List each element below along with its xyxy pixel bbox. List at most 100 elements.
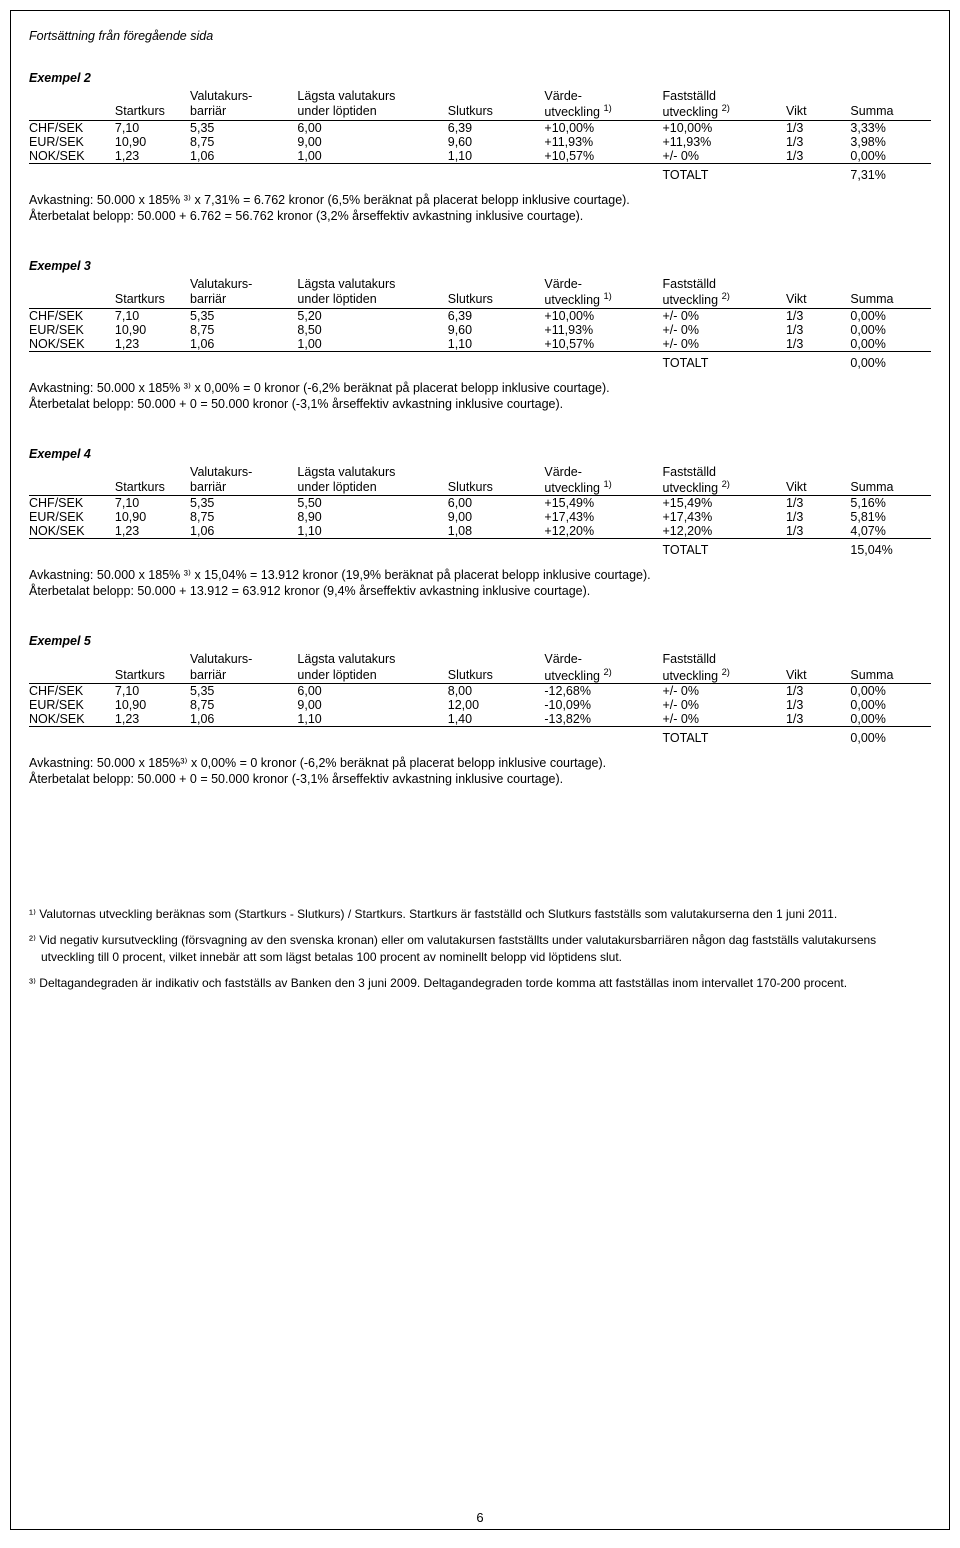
- table-cell: 9,00: [448, 510, 545, 524]
- table-cell: [190, 163, 297, 182]
- table-cell: 1,23: [115, 337, 190, 352]
- table-header-cell: Valutakurs-: [190, 89, 297, 103]
- table-cell: [544, 163, 662, 182]
- table-header-cell: barriär: [190, 479, 297, 496]
- table-cell: [448, 163, 545, 182]
- table-cell: [29, 351, 115, 370]
- table-cell: +/- 0%: [663, 712, 786, 727]
- table-cell: 0,00%: [850, 698, 931, 712]
- example-title: Exempel 5: [29, 634, 931, 648]
- table-cell: 0,00%: [850, 323, 931, 337]
- example-block: Exempel 5Valutakurs-Lägsta valutakursVär…: [29, 634, 931, 786]
- table-header-cell: Summa: [850, 667, 931, 684]
- table-cell: 9,00: [297, 698, 447, 712]
- footnotes: ¹⁾ Valutornas utveckling beräknas som (S…: [29, 906, 931, 991]
- table-cell: [115, 539, 190, 558]
- footnote-1: ¹⁾ Valutornas utveckling beräknas som (S…: [29, 906, 931, 922]
- table-cell: [786, 727, 850, 746]
- continuation-note: Fortsättning från föregående sida: [29, 29, 931, 43]
- table-cell: 1,06: [190, 712, 297, 727]
- table-header-cell: Startkurs: [115, 667, 190, 684]
- table-header-cell: Fastställd: [663, 465, 786, 479]
- table-header-cell: [29, 89, 115, 103]
- table-cell: 8,75: [190, 698, 297, 712]
- table-header-cell: Valutakurs-: [190, 652, 297, 666]
- table-cell: 6,39: [448, 308, 545, 323]
- table-header-cell: [29, 465, 115, 479]
- table-header-cell: [29, 291, 115, 308]
- table-header-cell: barriär: [190, 667, 297, 684]
- table-header-cell: utveckling 1): [544, 479, 662, 496]
- table-cell: [448, 727, 545, 746]
- table-cell: +11,93%: [544, 135, 662, 149]
- table-cell: +12,20%: [663, 524, 786, 539]
- calc-line: Avkastning: 50.000 x 185% ³⁾ x 0,00% = 0…: [29, 380, 931, 397]
- table-header-cell: [850, 652, 931, 666]
- table-cell: 1/3: [786, 712, 850, 727]
- page-container: Fortsättning från föregående sida Exempe…: [10, 10, 950, 1530]
- calc-line: Avkastning: 50.000 x 185%³⁾ x 0,00% = 0 …: [29, 755, 931, 772]
- table-cell: 1,06: [190, 337, 297, 352]
- table-header-cell: [29, 277, 115, 291]
- table-cell: 5,35: [190, 496, 297, 511]
- table-cell: EUR/SEK: [29, 510, 115, 524]
- calc-line: Avkastning: 50.000 x 185% ³⁾ x 7,31% = 6…: [29, 192, 931, 209]
- table-cell: 1,40: [448, 712, 545, 727]
- table-cell: +17,43%: [663, 510, 786, 524]
- table-cell: 10,90: [115, 323, 190, 337]
- table-cell: 1/3: [786, 135, 850, 149]
- table-cell: 1,10: [448, 149, 545, 164]
- table-cell: -12,68%: [544, 684, 662, 699]
- table-cell: +10,00%: [663, 120, 786, 135]
- table-header-cell: Slutkurs: [448, 291, 545, 308]
- table-header-cell: utveckling 2): [663, 291, 786, 308]
- table-cell: 5,35: [190, 308, 297, 323]
- table-cell: +10,57%: [544, 149, 662, 164]
- table-cell: -10,09%: [544, 698, 662, 712]
- table-header-cell: [29, 652, 115, 666]
- total-label: TOTALT: [663, 539, 786, 558]
- table-cell: 6,00: [297, 684, 447, 699]
- table-cell: NOK/SEK: [29, 524, 115, 539]
- table-cell: [786, 351, 850, 370]
- table-header-cell: [448, 465, 545, 479]
- page-number: 6: [11, 1510, 949, 1525]
- table-cell: 9,00: [297, 135, 447, 149]
- table-cell: 1,00: [297, 149, 447, 164]
- table-cell: EUR/SEK: [29, 135, 115, 149]
- table-cell: [544, 539, 662, 558]
- table-header-cell: utveckling 2): [663, 479, 786, 496]
- table-cell: 8,75: [190, 323, 297, 337]
- table-cell: -13,82%: [544, 712, 662, 727]
- table-cell: 8,75: [190, 135, 297, 149]
- table-cell: +10,00%: [544, 120, 662, 135]
- table-cell: [29, 539, 115, 558]
- table-cell: 1/3: [786, 524, 850, 539]
- example-block: Exempel 3Valutakurs-Lägsta valutakursVär…: [29, 259, 931, 411]
- table-cell: 6,39: [448, 120, 545, 135]
- footnote-3: ³⁾ Deltagandegraden är indikativ och fas…: [29, 975, 931, 991]
- example-title: Exempel 4: [29, 447, 931, 461]
- table-header-cell: under löptiden: [297, 667, 447, 684]
- table-header-cell: [115, 89, 190, 103]
- footnote-2: ²⁾ Vid negativ kursutveckling (försvagni…: [29, 932, 931, 964]
- table-cell: 1/3: [786, 149, 850, 164]
- table-cell: 1,06: [190, 149, 297, 164]
- table-cell: +12,20%: [544, 524, 662, 539]
- table-cell: [297, 727, 447, 746]
- calc-line: Återbetalat belopp: 50.000 + 0 = 50.000 …: [29, 772, 931, 786]
- table-header-cell: utveckling 2): [663, 103, 786, 120]
- table-cell: +10,57%: [544, 337, 662, 352]
- total-value: 0,00%: [850, 351, 931, 370]
- table-cell: 5,16%: [850, 496, 931, 511]
- table-header-cell: Fastställd: [663, 277, 786, 291]
- table-cell: [448, 351, 545, 370]
- example-table: Valutakurs-Lägsta valutakursVärde-Fastst…: [29, 277, 931, 370]
- table-header-cell: under löptiden: [297, 291, 447, 308]
- table-header-cell: [786, 277, 850, 291]
- superscript: 2): [722, 291, 730, 301]
- table-cell: EUR/SEK: [29, 323, 115, 337]
- table-cell: NOK/SEK: [29, 337, 115, 352]
- superscript: 1): [603, 103, 611, 113]
- table-cell: 0,00%: [850, 712, 931, 727]
